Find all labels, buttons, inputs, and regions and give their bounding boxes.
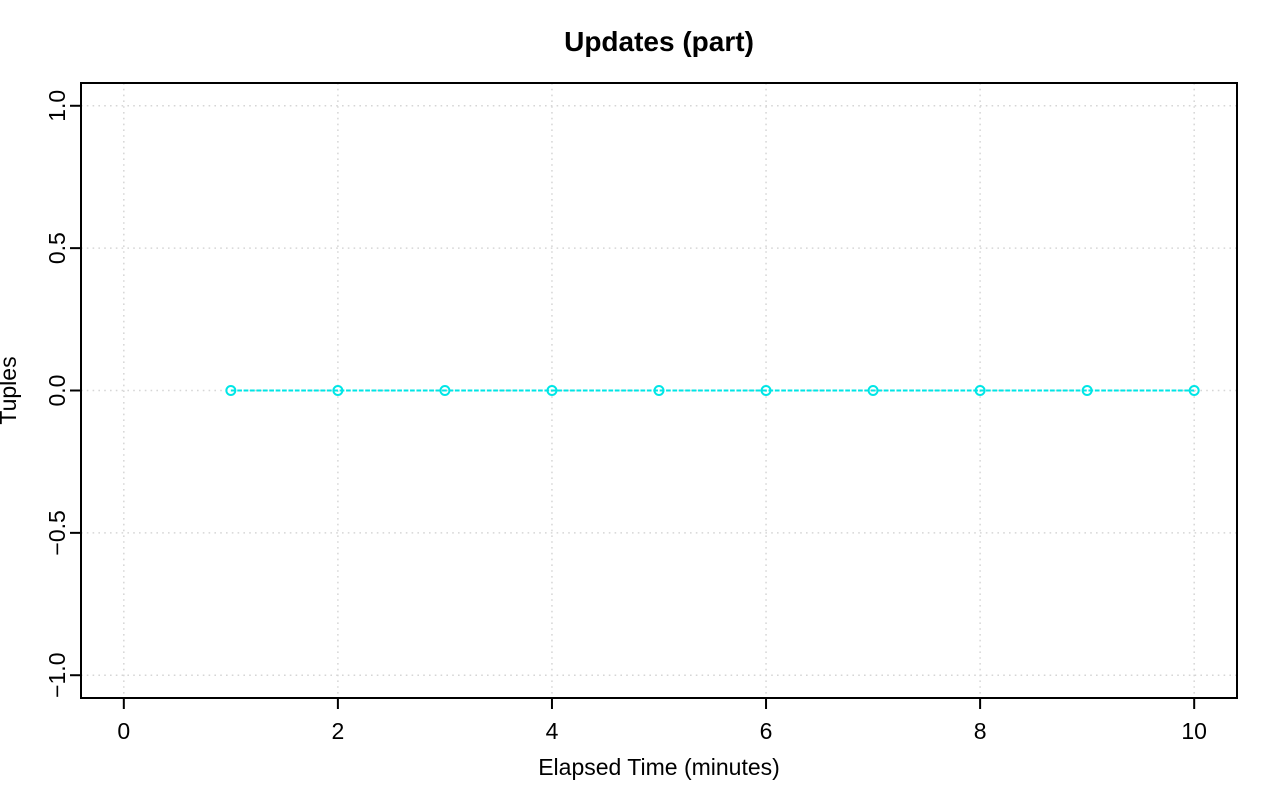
x-tick-label: 6: [760, 718, 773, 744]
y-tick-label: −0.5: [44, 510, 70, 555]
data-point: [332, 385, 344, 396]
y-tick-label: 1.0: [44, 90, 70, 122]
y-tick-label: 0.0: [44, 375, 70, 407]
data-point: [1188, 385, 1200, 396]
data-point: [1081, 385, 1093, 396]
y-axis-label: Tuples: [0, 356, 21, 424]
data-point: [225, 385, 237, 396]
y-axis: −1.0 −0.5 0.0 0.5 1.0: [44, 90, 80, 698]
data-point: [546, 385, 558, 396]
x-tick-label: 8: [974, 718, 987, 744]
x-axis: 0 2 4 6 8 10: [117, 699, 1207, 744]
x-axis-label: Elapsed Time (minutes): [538, 754, 780, 780]
x-tick-label: 10: [1181, 718, 1207, 744]
y-tick-label: −1.0: [44, 653, 70, 698]
data-point: [974, 385, 986, 396]
x-tick-label: 0: [117, 718, 130, 744]
x-tick-label: 4: [546, 718, 559, 744]
data-point: [760, 385, 772, 396]
data-point: [653, 385, 665, 396]
y-tick-label: 0.5: [44, 232, 70, 264]
plot-border: [80, 82, 1238, 699]
data-series: [225, 385, 1200, 396]
data-point: [867, 385, 879, 396]
data-point: [439, 385, 451, 396]
x-tick-label: 2: [331, 718, 344, 744]
chart-title: Updates (part): [564, 26, 754, 57]
